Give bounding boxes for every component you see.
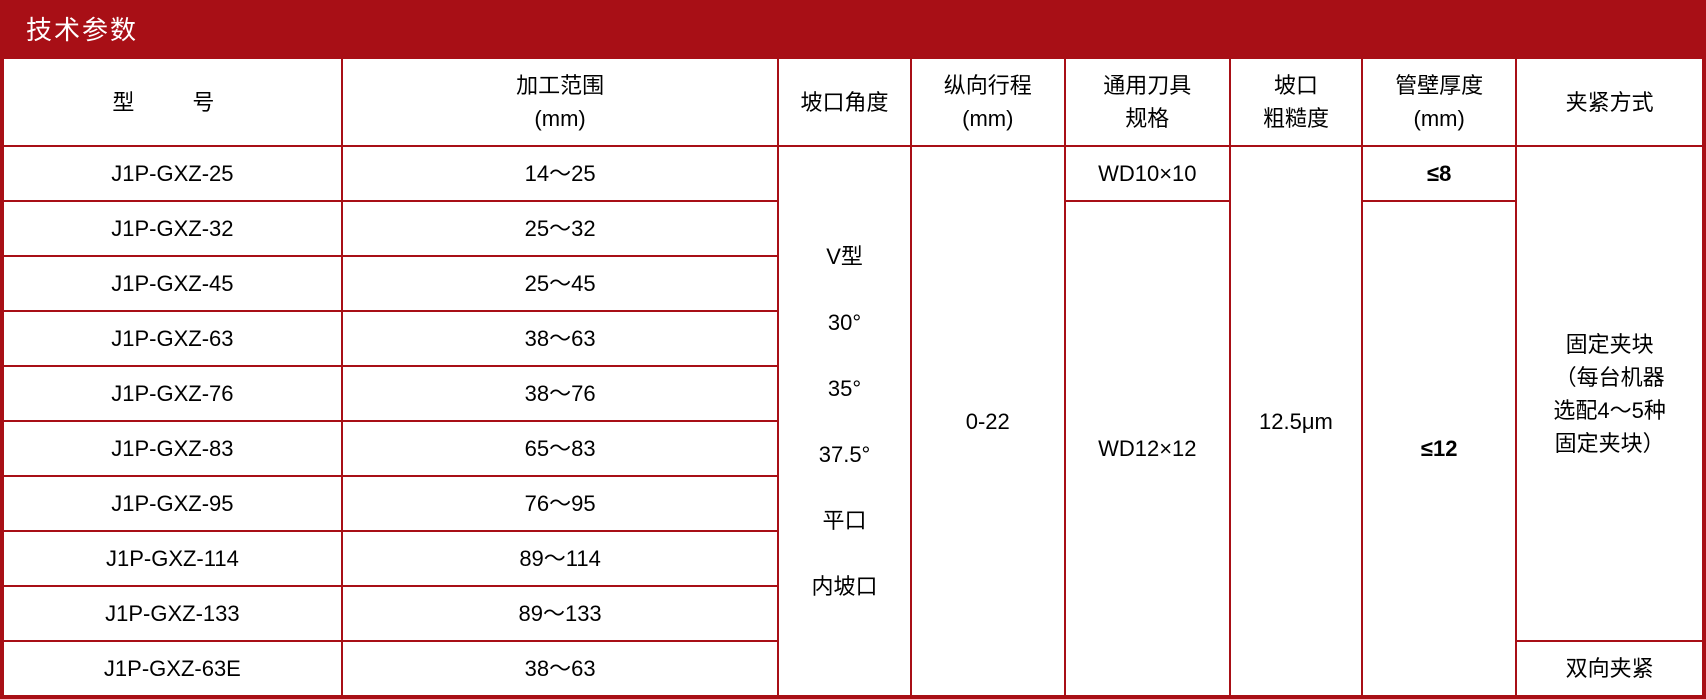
cell-range: 89～114 [343, 532, 778, 585]
cell-model: J1P-GXZ-133 [4, 587, 341, 640]
section-title: 技术参数 [2, 2, 1704, 57]
cell-range: 65～83 [343, 422, 778, 475]
header-row: 型 号 加工范围 (mm) 坡口角度 纵向行程 (mm) 通用刀具 规格 坡口 … [4, 59, 1702, 145]
cell-tool-spec-2: WD12×12 [1066, 202, 1229, 695]
cell-model: J1P-GXZ-114 [4, 532, 341, 585]
cell-wall-1: ≤8 [1363, 147, 1515, 200]
cell-model: J1P-GXZ-45 [4, 257, 341, 310]
cell-model: J1P-GXZ-95 [4, 477, 341, 530]
table-row: J1P-GXZ-25 14～25 V型 30° 35° 37.5° 平口 内坡口… [4, 147, 1702, 200]
hdr-wall-thickness: 管壁厚度 (mm) [1363, 59, 1515, 145]
cell-range: 38～76 [343, 367, 778, 420]
cell-range: 25～32 [343, 202, 778, 255]
table-container: 技术参数 型 号 加工范围 (mm) 坡口角度 纵向行程 (mm) 通用刀具 规… [0, 0, 1706, 699]
hdr-model: 型 号 [4, 59, 341, 145]
cell-longitudinal: 0-22 [912, 147, 1064, 695]
cell-range: 38～63 [343, 312, 778, 365]
hdr-longitudinal: 纵向行程 (mm) [912, 59, 1064, 145]
cell-range: 25～45 [343, 257, 778, 310]
cell-range: 14～25 [343, 147, 778, 200]
cell-model: J1P-GXZ-63 [4, 312, 341, 365]
cell-tool-spec-1: WD10×10 [1066, 147, 1229, 200]
cell-range: 89～133 [343, 587, 778, 640]
cell-bevel-angle: V型 30° 35° 37.5° 平口 内坡口 [779, 147, 909, 695]
spec-table: 型 号 加工范围 (mm) 坡口角度 纵向行程 (mm) 通用刀具 规格 坡口 … [2, 57, 1704, 697]
cell-model: J1P-GXZ-25 [4, 147, 341, 200]
cell-roughness: 12.5μm [1231, 147, 1361, 695]
cell-wall-2: ≤12 [1363, 202, 1515, 695]
cell-clamp-1: 固定夹块 （每台机器 选配4～5种 固定夹块） [1517, 147, 1702, 640]
cell-model: J1P-GXZ-83 [4, 422, 341, 475]
cell-range: 38～63 [343, 642, 778, 695]
hdr-tool-spec: 通用刀具 规格 [1066, 59, 1229, 145]
hdr-roughness: 坡口 粗糙度 [1231, 59, 1361, 145]
cell-range: 76～95 [343, 477, 778, 530]
cell-model: J1P-GXZ-63E [4, 642, 341, 695]
cell-clamp-2: 双向夹紧 [1517, 642, 1702, 695]
hdr-range: 加工范围 (mm) [343, 59, 778, 145]
hdr-bevel-angle: 坡口角度 [779, 59, 909, 145]
cell-model: J1P-GXZ-32 [4, 202, 341, 255]
hdr-clamp: 夹紧方式 [1517, 59, 1702, 145]
cell-model: J1P-GXZ-76 [4, 367, 341, 420]
